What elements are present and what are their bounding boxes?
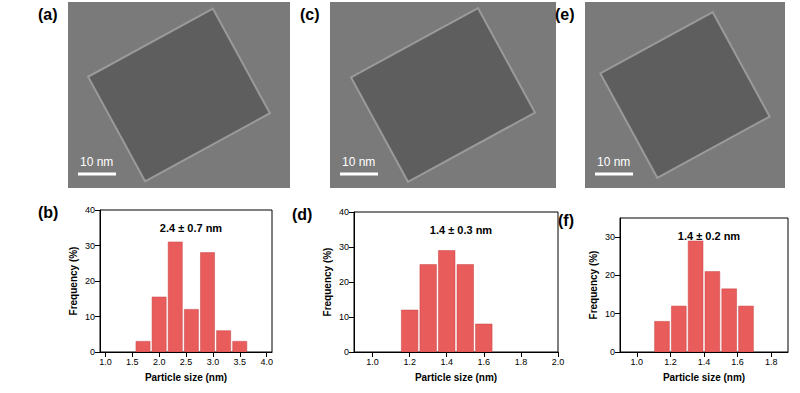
svg-text:(b): (b) — [38, 204, 58, 221]
svg-text:1.0: 1.0 — [366, 357, 379, 367]
svg-text:(a): (a) — [38, 6, 58, 23]
svg-text:30: 30 — [85, 241, 95, 251]
svg-text:10: 10 — [339, 312, 349, 322]
svg-text:1.4 ± 0.2 nm: 1.4 ± 0.2 nm — [678, 230, 741, 242]
svg-text:1.6: 1.6 — [478, 357, 491, 367]
svg-text:(d): (d) — [292, 206, 312, 223]
svg-text:1.0: 1.0 — [99, 357, 112, 367]
svg-text:0: 0 — [344, 347, 349, 357]
svg-text:(c): (c) — [300, 6, 320, 23]
svg-text:1.4: 1.4 — [440, 357, 453, 367]
svg-text:1.8: 1.8 — [515, 357, 528, 367]
svg-text:0: 0 — [610, 347, 615, 357]
svg-text:Frequency (%): Frequency (%) — [68, 247, 79, 316]
svg-text:(f): (f) — [558, 212, 574, 229]
svg-text:1.8: 1.8 — [765, 357, 778, 367]
svg-text:2.0: 2.0 — [153, 357, 166, 367]
svg-text:10 nm: 10 nm — [342, 155, 375, 169]
svg-text:2.0: 2.0 — [552, 357, 565, 367]
svg-text:10: 10 — [85, 312, 95, 322]
svg-text:0: 0 — [90, 347, 95, 357]
svg-text:3.5: 3.5 — [233, 357, 246, 367]
svg-text:40: 40 — [339, 207, 349, 217]
svg-text:1.4: 1.4 — [698, 357, 711, 367]
svg-text:2.5: 2.5 — [180, 357, 193, 367]
svg-text:2.4 ± 0.7 nm: 2.4 ± 0.7 nm — [160, 222, 223, 234]
svg-text:Frequency (%): Frequency (%) — [322, 248, 333, 317]
svg-text:1.2: 1.2 — [664, 357, 677, 367]
svg-text:10 nm: 10 nm — [80, 155, 113, 169]
svg-text:10 nm: 10 nm — [597, 155, 630, 169]
svg-text:Particle size (nm): Particle size (nm) — [145, 372, 227, 383]
svg-text:4.0: 4.0 — [260, 357, 273, 367]
svg-text:30: 30 — [605, 232, 615, 242]
svg-text:(e): (e) — [555, 6, 575, 23]
svg-text:3.0: 3.0 — [207, 357, 220, 367]
svg-text:1.6: 1.6 — [731, 357, 744, 367]
svg-text:40: 40 — [85, 205, 95, 215]
svg-text:20: 20 — [339, 277, 349, 287]
svg-text:1.2: 1.2 — [403, 357, 416, 367]
svg-text:20: 20 — [605, 270, 615, 280]
svg-text:1.4 ± 0.3 nm: 1.4 ± 0.3 nm — [430, 224, 493, 236]
svg-text:1.0: 1.0 — [631, 357, 644, 367]
svg-text:Frequency (%): Frequency (%) — [588, 251, 599, 320]
svg-text:1.5: 1.5 — [126, 357, 139, 367]
svg-text:Particle size (nm): Particle size (nm) — [663, 372, 745, 383]
svg-text:30: 30 — [339, 242, 349, 252]
svg-text:10: 10 — [605, 309, 615, 319]
svg-text:20: 20 — [85, 276, 95, 286]
svg-text:Particle size (nm): Particle size (nm) — [415, 372, 497, 383]
